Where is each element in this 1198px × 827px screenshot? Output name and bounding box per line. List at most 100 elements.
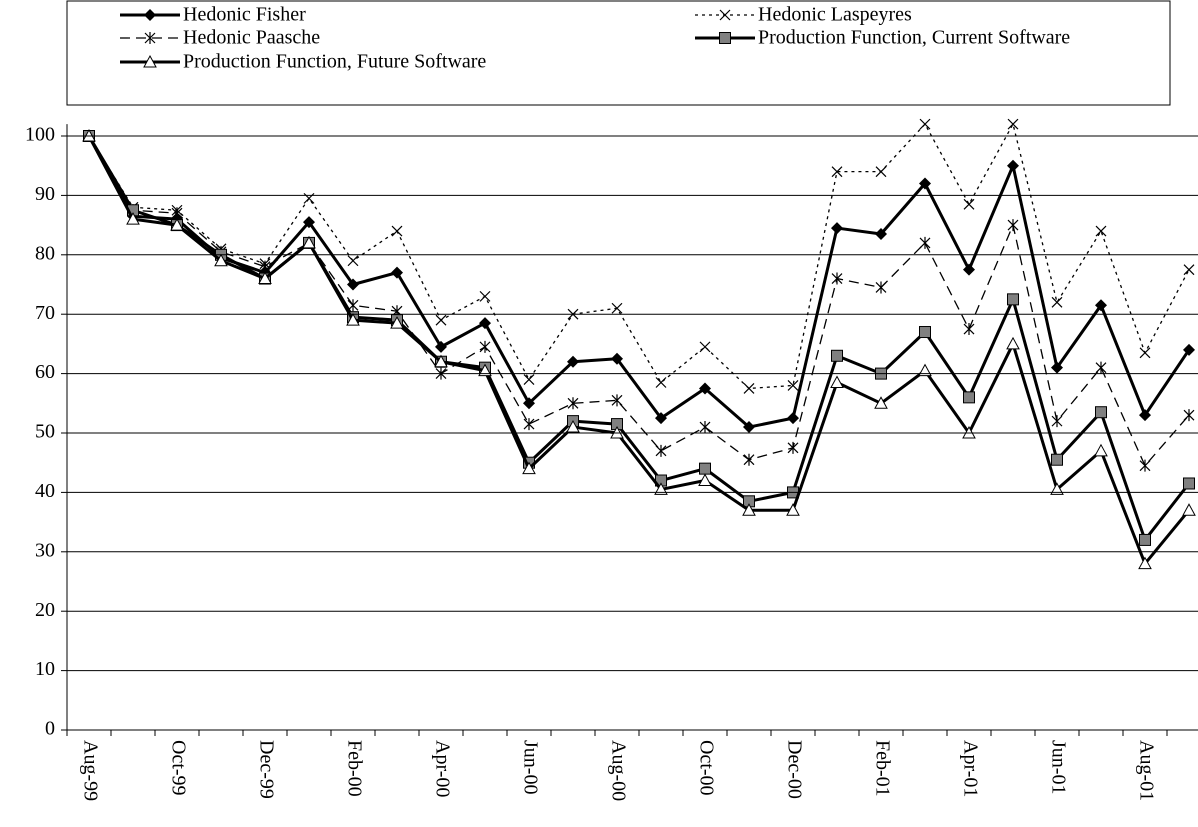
marker [830,375,844,389]
marker [303,216,315,229]
marker [1051,361,1063,374]
marker [1138,556,1152,570]
marker [567,397,579,410]
marker [831,166,843,178]
marker [1095,299,1107,312]
marker [831,349,843,362]
marker [1007,118,1019,130]
marker [1182,503,1196,516]
marker [391,225,403,237]
marker [1006,336,1020,350]
y-tick-label: 20 [35,599,55,621]
marker [347,278,359,291]
x-tick-label: Oct-99 [167,740,189,796]
x-tick-label: Aug-99 [79,740,101,801]
marker [611,302,623,314]
marker [1183,409,1195,422]
marker [611,394,623,407]
marker [1095,361,1107,374]
x-tick-label: Apr-01 [959,740,981,797]
marker [435,314,447,326]
marker [523,418,535,431]
marker [1051,453,1063,466]
marker [479,290,491,302]
marker [875,281,887,294]
marker [919,118,931,130]
marker [1007,219,1019,232]
legend-label: Hedonic Paasche [183,27,320,49]
marker [523,397,535,410]
x-tick-label: Aug-00 [607,740,629,801]
x-tick-label: Dec-99 [255,740,277,799]
marker [435,340,447,353]
marker [434,354,448,368]
marker [303,192,315,204]
series-line [88,123,1190,390]
marker [699,341,711,353]
marker [479,317,491,330]
y-tick-label: 10 [35,658,55,680]
legend-label: Hedonic Fisher [183,4,306,26]
marker [1139,533,1151,546]
x-tick-label: Feb-00 [343,740,365,797]
marker [1183,264,1195,276]
x-tick-label: Dec-00 [783,740,805,799]
marker [1007,293,1019,306]
marker [1051,415,1063,428]
y-tick-label: 0 [45,718,55,740]
series-line [87,135,1191,566]
x-tick-label: Jun-00 [519,740,541,794]
marker [786,503,800,516]
marker [1051,296,1063,308]
marker [699,462,711,475]
series-line [87,135,1191,542]
marker [963,198,975,210]
marker [1095,406,1107,419]
marker [1139,459,1151,472]
y-tick-label: 70 [35,302,55,324]
y-tick-label: 30 [35,539,55,561]
series-line [87,135,1191,429]
marker [699,421,711,434]
marker [963,263,975,276]
marker [347,255,359,267]
legend-label: Production Function, Current Software [758,27,1070,49]
marker [919,236,931,249]
marker [144,32,156,44]
marker [391,266,403,279]
marker [919,177,931,190]
marker [918,363,932,377]
marker [874,396,888,409]
marker [831,272,843,285]
marker [522,461,536,475]
marker [258,271,272,285]
marker [743,421,755,434]
marker [787,412,799,425]
marker [1139,409,1151,422]
y-tick-label: 80 [35,242,55,264]
marker [875,228,887,241]
marker [831,222,843,235]
marker [523,374,535,385]
marker [963,323,975,336]
x-tick-label: Jun-01 [1047,740,1069,794]
legend-box [66,0,1171,106]
marker [654,482,668,495]
plot-area [82,118,1196,570]
marker [699,382,711,395]
marker [719,9,731,21]
marker [143,54,157,68]
marker [144,9,156,21]
marker [390,316,404,329]
marker [698,473,712,487]
marker [655,412,667,425]
marker [1050,482,1064,495]
x-tick-label: Oct-00 [695,740,717,796]
marker [655,377,667,388]
marker [1183,343,1195,356]
x-tick-label: Aug-01 [1135,740,1157,801]
marker [214,253,228,267]
legend-label: Production Function, Future Software [183,51,486,73]
